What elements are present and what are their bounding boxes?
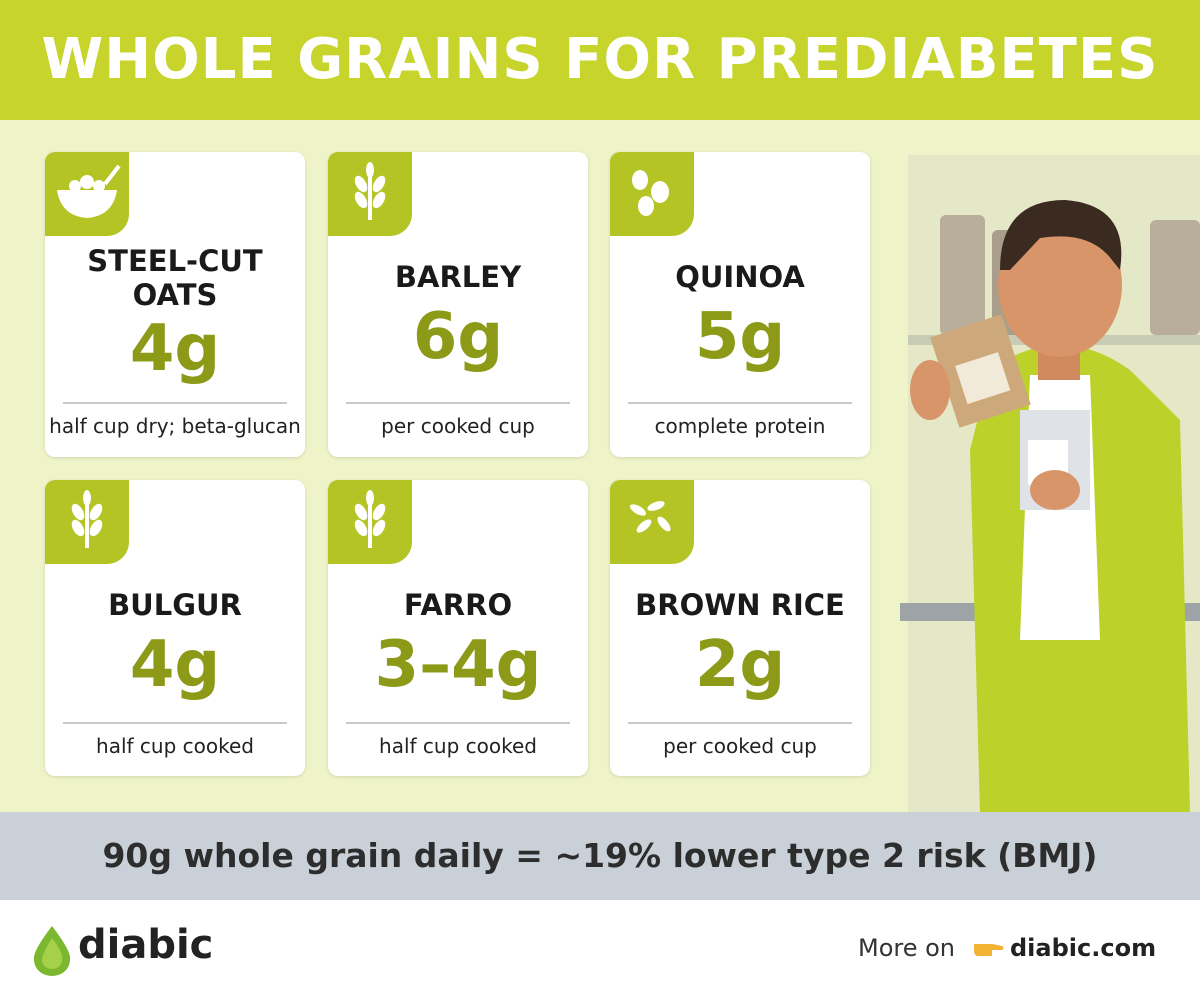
grain-icon: [632, 170, 669, 216]
banner-text: 90g whole grain daily = ~19% lower type …: [102, 836, 1098, 875]
card: QUINOA 5g complete protein: [610, 152, 870, 457]
brand: diabic: [78, 922, 214, 968]
divider: [346, 402, 570, 404]
divider: [63, 722, 287, 724]
title: WHOLE GRAINS FOR PREDIABETES: [41, 27, 1159, 92]
grain-icon: [354, 490, 386, 548]
fiber-amount: 4g: [129, 628, 221, 702]
link[interactable]: diabic.com: [1010, 934, 1157, 962]
icon-corner: [610, 480, 694, 564]
icon-corner: [45, 480, 129, 564]
divider: [63, 402, 287, 404]
icon-corner: [328, 152, 412, 236]
divider: [628, 402, 852, 404]
illustration: [900, 155, 1200, 812]
grain-name: BROWN RICE: [635, 588, 845, 622]
pointing-hand: [974, 944, 1004, 956]
card: STEEL-CUT OATS 4g half cup dry; beta-gluca…: [45, 152, 305, 457]
divider: [346, 722, 570, 724]
icon-corner: [45, 152, 129, 236]
serving-note: half cup cooked: [96, 734, 254, 758]
card: BROWN RICE 2g per cooked cup: [610, 480, 870, 776]
fiber-amount: 6g: [412, 300, 504, 374]
more-on: More on: [858, 934, 956, 962]
serving-note: complete protein: [654, 414, 826, 438]
serving-note: per cooked cup: [381, 414, 535, 438]
fiber-amount: 4g: [129, 312, 221, 386]
grain-name: BULGUR: [108, 588, 242, 622]
card: FARRO 3–4g half cup cooked: [328, 480, 588, 776]
grain-icon: [57, 164, 121, 218]
icon-corner: [328, 480, 412, 564]
grain-name: BARLEY: [394, 260, 522, 294]
fiber-amount: 5g: [694, 300, 786, 374]
serving-note: half cup dry; beta-glucan: [49, 414, 301, 438]
card: BULGUR 4g half cup cooked: [45, 480, 305, 776]
logo-drop: [33, 926, 71, 976]
header-band: [0, 0, 1200, 120]
banner: [0, 812, 1200, 900]
icon-corner: [610, 152, 694, 236]
fiber-amount: 2g: [694, 628, 786, 702]
grain-icon: [354, 162, 386, 220]
grain-name: STEEL-CUT OATS: [87, 244, 263, 312]
serving-note: per cooked cup: [663, 734, 817, 758]
serving-note: half cup cooked: [379, 734, 537, 758]
grain-icon: [71, 490, 103, 548]
grain-name: FARRO: [403, 588, 513, 622]
fiber-amount: 3–4g: [374, 628, 542, 702]
card: BARLEY 6g per cooked cup: [328, 152, 588, 457]
divider: [628, 722, 852, 724]
grain-name: QUINOA: [675, 260, 805, 294]
grain-icon: [629, 501, 671, 533]
